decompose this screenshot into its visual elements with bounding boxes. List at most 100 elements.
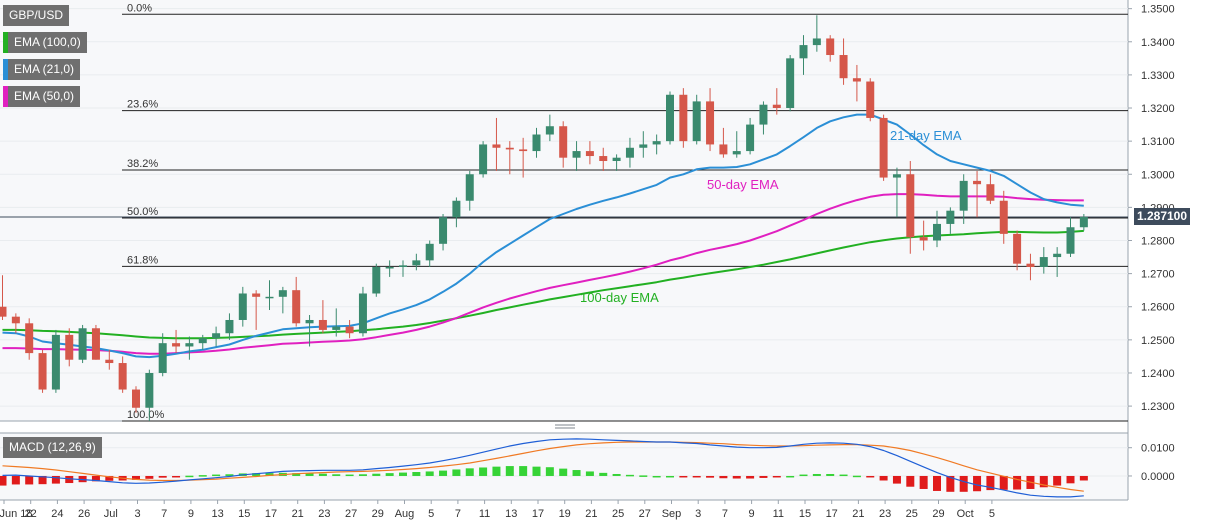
macd-histogram-bar [625,474,634,477]
time-tick-label: 5 [989,508,995,520]
legend-ema50[interactable]: EMA (50,0) [3,86,81,107]
macd-histogram-bar [479,467,488,476]
time-tick-label: 19 [559,508,571,520]
bearish-candle [25,318,34,360]
bearish-candle [519,137,528,178]
bearish-candle [91,324,100,360]
legend-ema100[interactable]: EMA (100,0) [3,32,87,53]
macd-histogram-bar [933,475,941,491]
candle-body [652,141,661,145]
macd-histogram-bar [158,475,167,478]
ema21-swatch [3,59,8,80]
candle-body [238,293,247,320]
bullish-candle [946,207,955,234]
macd-histogram-bar [0,475,7,486]
bearish-candle [492,117,501,171]
price-tick-label: 1.3100 [1141,136,1175,148]
macd-histogram-bar [65,475,74,484]
macd-histogram-bar [746,475,755,479]
bullish-candle [399,260,407,277]
time-tick-label: 13 [505,508,517,520]
bullish-candle [732,131,741,158]
bullish-candle [933,210,941,248]
candle-body [318,319,327,330]
candle-body [78,328,87,360]
candle-body [372,266,381,294]
axis-labels: 1.35001.34001.33001.32001.31001.30001.29… [0,4,1175,520]
candle-body [358,293,367,334]
candle-body [91,328,100,360]
price-tick-label: 1.2400 [1141,368,1175,380]
bearish-candle [1026,253,1035,281]
candle-body [585,151,594,157]
candle-body [425,243,434,261]
candle-body [946,210,955,224]
bearish-candle [906,161,915,254]
bullish-candle [412,253,421,271]
macd-histogram-bar [532,466,541,476]
time-tick-label: 3 [695,508,701,520]
macd-histogram-bar [292,473,301,476]
bullish-candle [78,324,87,364]
time-tick-label: 29 [932,508,944,520]
bullish-candle [666,91,674,145]
candle-body [999,200,1008,234]
macd-histogram-bar [265,473,274,476]
candle-body [719,144,728,155]
time-tick-label: 27 [345,508,357,520]
candles [0,15,1088,421]
candle-body [38,353,47,390]
fib-level-label: 61.8% [127,254,158,266]
ema100-swatch [3,32,8,53]
bearish-candle [986,174,995,205]
candle-body [505,147,514,150]
macd-histogram-bar [399,472,407,476]
time-tick-label: 22 [25,508,37,520]
macd-histogram-bar [559,468,568,476]
macd-histogram-bar [105,475,114,481]
candle-body [933,223,941,241]
legend-macd[interactable]: MACD (12,26,9) [3,437,102,458]
time-tick-label: 27 [639,508,651,520]
time-tick-label: 9 [188,508,194,520]
time-tick-label: Jun 18 [0,508,33,520]
candle-body [732,151,741,155]
candle-body [906,174,915,238]
pane-resize-handle[interactable] [555,424,575,429]
time-tick-label: Sep [662,508,682,520]
candle-body [25,323,34,354]
time-tick-label: 5 [428,508,434,520]
bullish-candle [372,263,381,297]
bearish-candle [105,349,114,370]
macd-histogram-bar [706,475,715,478]
candle-body [252,293,261,297]
macd-histogram-bar [252,473,261,476]
macd-histogram-bar [385,473,394,476]
macd-histogram-bar [545,467,554,476]
macd-histogram-bar [305,473,314,476]
macd-histogram-bar [692,475,701,478]
macd-histogram-bar [439,470,448,476]
time-tick-label: 7 [722,508,728,520]
legend-ema21[interactable]: EMA (21,0) [3,59,81,80]
candle-body [185,343,194,347]
bearish-candle [345,319,354,339]
candle-body [145,372,154,408]
macd-histogram-bar [719,475,728,479]
candle-body [1026,263,1035,267]
macd-histogram-bar [519,466,528,476]
bullish-candle [746,117,755,155]
macd-histogram-bar [132,475,140,480]
candle-body [892,174,901,178]
macd-histogram-bar [91,475,100,482]
bullish-candle [1053,247,1062,277]
candle-body [559,126,568,158]
ema-lines [2,113,1084,359]
bullish-candle [545,114,554,142]
macd-histogram-bar [1053,475,1062,486]
macd-histogram-bar [959,475,968,492]
bearish-candle [0,275,7,320]
bearish-candle [599,147,608,171]
bullish-candle [652,134,661,155]
macd-histogram-bar [1039,475,1048,488]
